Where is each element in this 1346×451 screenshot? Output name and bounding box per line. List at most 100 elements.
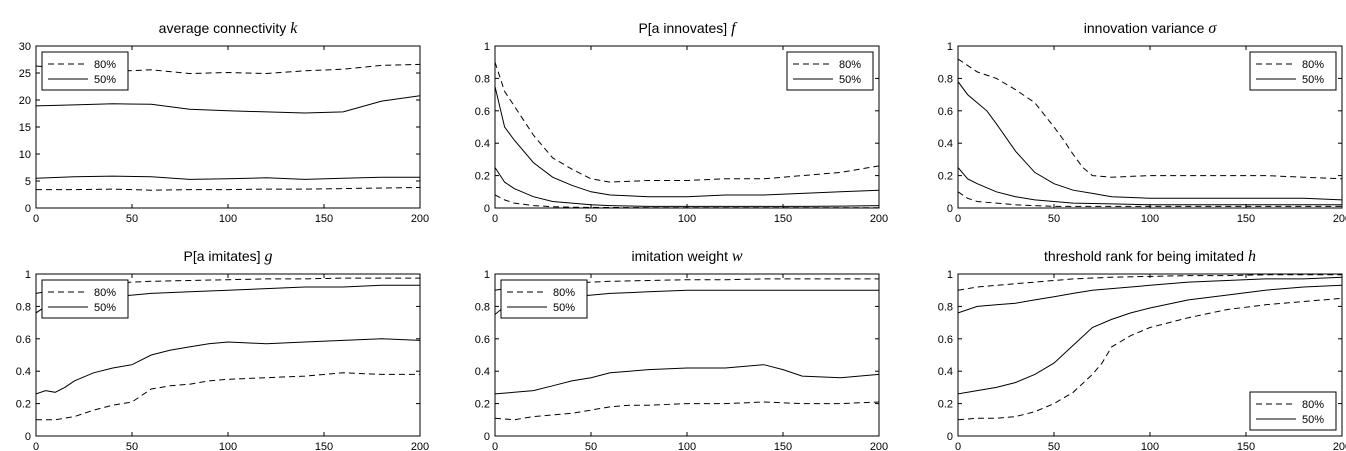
x-tick-label: 0	[492, 441, 498, 451]
y-tick-label: 0	[947, 431, 953, 443]
legend-label: 80%	[1302, 399, 1324, 411]
x-tick-label: 0	[955, 213, 961, 225]
chart-panel-2: P[a innovates] f 0 50 100 150 200 0 0.2 0.4 0.6 0.…	[475, 20, 888, 225]
x-tick-label: 100	[1141, 213, 1159, 225]
y-tick-label: 0.2	[475, 399, 490, 411]
legend-box	[1249, 51, 1337, 91]
y-tick-label: 1	[947, 269, 953, 281]
x-tick-label: 50	[585, 441, 597, 451]
legend-label: 50%	[94, 302, 116, 314]
legend: 80%50%	[500, 279, 588, 319]
y-tick-label: 1	[484, 41, 490, 53]
x-tick-label: 150	[315, 213, 333, 225]
y-tick-label: 0.4	[475, 138, 490, 150]
y-tick-label: 0	[484, 203, 490, 215]
panel-title: P[a imitates] g	[184, 248, 273, 265]
legend-label: 80%	[839, 59, 861, 71]
panel-title-text: P[a innovates]	[638, 20, 731, 36]
x-tick-label: 150	[1237, 441, 1255, 451]
chart-panel-5: imitation weight w 0 50 100 150 200 0 0.2 0.4 0.6…	[475, 248, 888, 451]
panel-title: innovation variance σ	[1084, 20, 1218, 37]
series-80pct-upper	[958, 274, 1342, 291]
legend-box	[500, 279, 588, 319]
legend: 80%50%	[786, 51, 874, 91]
y-tick-label: 0.4	[475, 366, 490, 378]
legend-label: 50%	[839, 74, 861, 86]
panel-title-variable: w	[732, 248, 743, 265]
y-tick-label: 0.8	[475, 301, 490, 313]
y-tick-label: 30	[19, 41, 31, 53]
series-80pct-lower	[495, 401, 879, 421]
legend-label: 80%	[94, 59, 116, 71]
y-tick-label: 5	[25, 176, 31, 188]
chart-panel-6: threshold rank for being imitated h 0 50 1 0…	[938, 248, 1346, 451]
x-tick-label: 200	[1333, 213, 1346, 225]
y-tick-label: 1	[25, 269, 31, 281]
panel-title-text: innovation variance	[1084, 20, 1209, 36]
series-80pct-lower	[36, 187, 420, 191]
y-tick-label: 0.6	[938, 106, 953, 118]
y-tick-label: 0	[25, 431, 31, 443]
y-tick-label: 0.6	[475, 334, 490, 346]
legend-box	[786, 51, 874, 91]
x-tick-label: 0	[33, 441, 39, 451]
x-tick-label: 100	[219, 213, 237, 225]
series-50pct-upper	[958, 81, 1342, 201]
panel-title-variable: h	[1248, 248, 1256, 265]
x-tick-label: 200	[1333, 441, 1346, 451]
y-tick-label: 0.6	[475, 106, 490, 118]
y-tick-label: 0.8	[475, 73, 490, 85]
series-80pct-lower	[36, 372, 420, 421]
panel-title-text: threshold rank for being imitated	[1044, 248, 1248, 264]
series-50pct-lower	[958, 167, 1342, 206]
panel-title-variable: g	[264, 248, 272, 265]
y-tick-label: 1	[947, 41, 953, 53]
series-50pct-upper	[495, 86, 879, 198]
y-tick-label: 0	[947, 203, 953, 215]
x-tick-label: 150	[774, 213, 792, 225]
series-50pct-upper	[958, 276, 1342, 314]
x-tick-label: 200	[411, 441, 429, 451]
y-tick-label: 15	[19, 122, 31, 134]
y-tick-label: 0.2	[475, 171, 490, 183]
panel-title-variable: σ	[1208, 20, 1217, 37]
x-tick-label: 50	[585, 213, 597, 225]
x-tick-label: 200	[411, 213, 429, 225]
series-50pct-lower	[36, 338, 420, 395]
x-tick-label: 200	[870, 213, 888, 225]
legend-box	[1249, 391, 1337, 431]
series-80pct-lower	[958, 297, 1342, 421]
legend-label: 80%	[94, 287, 116, 299]
y-tick-label: 0.2	[16, 399, 31, 411]
y-tick-label: 0.6	[938, 334, 953, 346]
series-50pct-lower	[495, 167, 879, 207]
panel-title-variable: f	[731, 20, 738, 37]
y-tick-label: 0.2	[938, 171, 953, 183]
x-tick-label: 150	[774, 441, 792, 451]
x-tick-label: 100	[678, 213, 696, 225]
legend-label: 80%	[553, 287, 575, 299]
x-tick-label: 150	[315, 441, 333, 451]
x-tick-label: 100	[219, 441, 237, 451]
x-tick-label: 0	[33, 213, 39, 225]
x-tick-label: 100	[678, 441, 696, 451]
series-50pct-lower	[495, 364, 879, 395]
y-tick-label: 0.8	[938, 301, 953, 313]
x-tick-label: 0	[492, 213, 498, 225]
x-tick-label: 150	[1237, 213, 1255, 225]
legend-label: 50%	[553, 302, 575, 314]
x-tick-label: 200	[870, 441, 888, 451]
x-tick-label: 50	[126, 441, 138, 451]
legend: 80%50%	[41, 279, 129, 319]
legend-box	[41, 51, 129, 91]
chart-panel-1: average connectivity k 0 50 100 150 200 0 5 10 15…	[19, 20, 429, 225]
series-80pct-upper	[495, 62, 879, 183]
panel-title-variable: k	[290, 20, 298, 37]
chart-panel-3: innovation variance σ 0 50 100 150 200 0 0.2 0.4…	[938, 20, 1346, 225]
panel-title-text: P[a imitates]	[184, 248, 265, 264]
legend-label: 50%	[1302, 414, 1324, 426]
y-tick-label: 0.4	[938, 138, 953, 150]
x-tick-label: 50	[1048, 441, 1060, 451]
y-tick-label: 0.4	[938, 366, 953, 378]
